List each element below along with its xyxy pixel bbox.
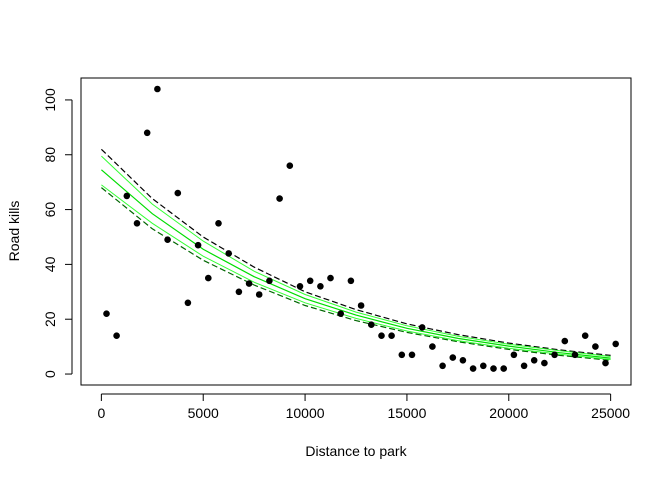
data-point — [123, 192, 131, 200]
data-point — [551, 351, 558, 359]
y-tick-label: 100 — [42, 88, 58, 112]
data-point — [184, 299, 192, 307]
data-point — [215, 220, 222, 227]
x-tick-label: 10000 — [286, 405, 325, 421]
data-point — [418, 324, 426, 331]
x-tick-label: 15000 — [387, 405, 426, 421]
data-point — [429, 343, 436, 350]
data-point — [449, 354, 457, 361]
data-point — [602, 359, 609, 367]
data-point — [490, 365, 497, 372]
data-point — [164, 236, 171, 243]
data-point — [327, 274, 334, 282]
data-point — [592, 343, 599, 350]
data-point — [235, 288, 243, 296]
data-point — [408, 351, 416, 359]
data-point — [571, 351, 579, 359]
data-point — [317, 283, 324, 290]
x-tick-label: 0 — [97, 405, 105, 421]
fit-curves — [100, 148, 611, 361]
data-point — [174, 189, 182, 197]
y-tick-label: 40 — [42, 256, 58, 272]
data-point — [530, 357, 538, 364]
data-point — [194, 241, 202, 249]
x-tick-label: 25000 — [591, 405, 630, 421]
data-point — [133, 220, 141, 227]
data-point — [266, 277, 273, 285]
data-point — [103, 310, 110, 318]
data-point — [480, 362, 487, 370]
quasi-upper-band — [100, 148, 611, 356]
data-point — [510, 351, 518, 359]
data-point — [357, 302, 365, 309]
data-point — [500, 365, 508, 372]
data-point — [296, 283, 304, 290]
data-point — [368, 321, 375, 329]
data-point — [306, 277, 314, 285]
data-point — [276, 195, 283, 202]
data-point — [388, 332, 395, 340]
data-point — [154, 85, 161, 93]
data-point — [439, 362, 446, 370]
x-axis-label: Distance to park — [305, 443, 407, 459]
data-points — [103, 85, 619, 372]
data-point — [459, 357, 467, 364]
fit-upper-band — [101, 155, 611, 357]
data-point — [255, 291, 263, 298]
data-point — [378, 332, 385, 340]
data-point — [113, 332, 120, 340]
data-point — [469, 365, 477, 372]
y-tick-label: 80 — [42, 147, 58, 163]
data-point — [520, 362, 528, 370]
data-point — [143, 129, 151, 137]
data-point — [225, 250, 232, 257]
y-tick-label: 20 — [42, 311, 58, 327]
data-point — [541, 359, 548, 367]
data-point — [612, 340, 619, 348]
x-axis: 0 5000 10000 15000 20000 25000 — [97, 393, 630, 421]
y-axis-label: Road kills — [6, 201, 22, 262]
y-tick-label: 60 — [42, 202, 58, 218]
data-point — [245, 280, 253, 287]
y-tick-label: 0 — [42, 370, 58, 378]
fit-lower-band — [101, 184, 611, 360]
data-point — [337, 310, 345, 318]
data-point — [581, 332, 589, 340]
x-tick-label: 20000 — [489, 405, 528, 421]
fit-line — [101, 169, 611, 359]
data-point — [347, 277, 355, 285]
data-point — [561, 337, 569, 345]
data-point — [398, 351, 406, 359]
plot-frame — [80, 77, 632, 386]
data-point — [286, 162, 294, 169]
quasi-lower-band — [101, 187, 611, 361]
x-tick-label: 5000 — [188, 405, 219, 421]
data-point — [205, 274, 212, 282]
y-axis: 0 20 40 60 80 100 — [42, 88, 73, 378]
